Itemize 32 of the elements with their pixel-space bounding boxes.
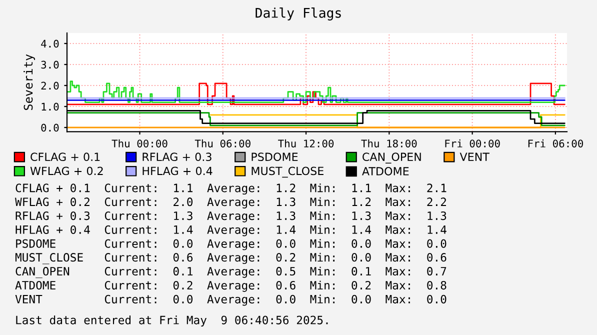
y-tick-label: 3.0 — [41, 60, 59, 69]
legend-label: VENT — [460, 152, 490, 161]
text: RFLAG + 0.3 Current: 1.3 Average: 1.3 Min: 1.3 Max: 1.3 — [16, 211, 446, 222]
x-tick-label: Fri 00:00 — [445, 139, 500, 148]
y-tick-label: 0.0 — [41, 124, 59, 132]
text: ATDOME Current: 0.2 Average: 0.6 Min: 0.2 Max: 0.8 — [15, 280, 446, 292]
chart-title: Daily Flags — [256, 8, 341, 20]
text: HFLAG + 0.4 Current: 1.4 Average: 1.4 Min: 1.4 Max: 1.4 — [16, 225, 446, 236]
x-tick-label: Thu 18:00 — [361, 139, 417, 148]
x-tick-label: Thu 06:00 — [194, 139, 250, 148]
y-axis-title: Severity — [24, 54, 35, 110]
legend-label: RFLAG + 0.3 — [142, 152, 212, 162]
legend-label: ATDOME — [362, 167, 409, 176]
legend-label: WFLAG + 0.2 — [30, 166, 103, 176]
text: Last data entered at Fri May 9 06:40:56 2025. — [16, 316, 328, 327]
x-tick-label: Thu 12:00 — [278, 139, 334, 148]
legend-label: MUST_CLOSE — [252, 166, 324, 178]
legend-label: HFLAG + 0.4 — [142, 166, 212, 176]
x-tick-label: Thu 00:00 — [112, 139, 168, 148]
x-tick-label: Fri 06:00 — [528, 139, 583, 148]
y-tick-label: 4.0 — [41, 40, 59, 48]
legend-label: PSDOME — [252, 152, 298, 162]
legend-label: CFLAG + 0.1 — [30, 152, 100, 162]
text: CAN_OPEN Current: 0.1 Average: 0.5 Min: 0.1 Max: 0.7 — [16, 266, 446, 278]
text: WFLAG + 0.2 Current: 2.0 Average: 1.3 Min: 1.2 Max: 2.2 — [15, 197, 446, 208]
y-tick-label: 1.0 — [42, 102, 59, 111]
text: CFLAG + 0.1 Current: 1.1 Average: 1.2 Min: 1.1 Max: 2.1 — [16, 183, 446, 195]
text: MUST_CLOSE Current: 0.6 Average: 0.2 Min: 0.0 Max: 0.6 — [15, 252, 446, 264]
text: VENT Current: 0.0 Average: 0.0 Min: 0.0 Max: 0.0 — [15, 294, 446, 306]
text: PSDOME Current: 0.0 Average: 0.0 Min: 0.0 Max: 0.0 — [16, 239, 446, 250]
y-tick-label: 2.0 — [41, 82, 59, 90]
legend-label: CAN_OPEN — [362, 152, 421, 164]
